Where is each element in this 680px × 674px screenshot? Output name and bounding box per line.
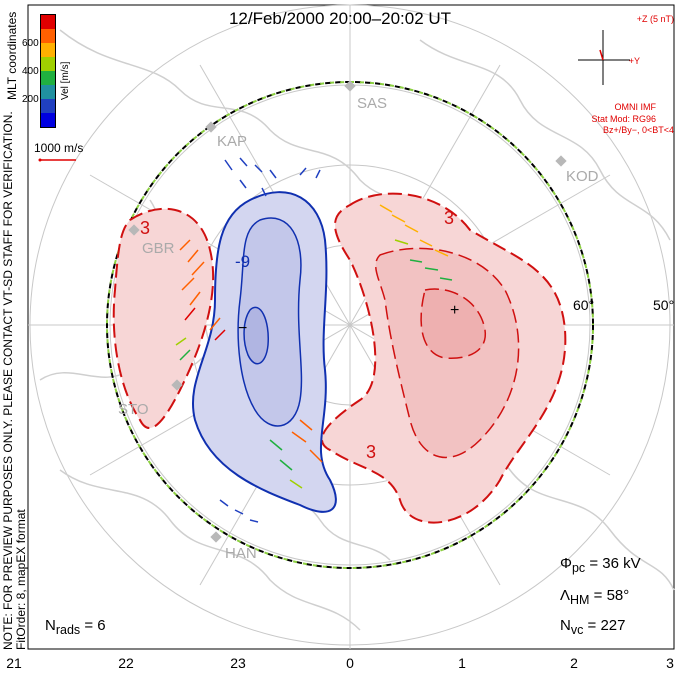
vector-count: Nvc = 227	[560, 617, 625, 637]
latitude-label-50: 50°	[653, 297, 675, 313]
mlt-tick: 2	[570, 655, 578, 671]
mlt-tick: 3	[666, 655, 674, 671]
potential-minimum-marker: −	[238, 320, 248, 337]
nrads-subscript: rads	[55, 623, 81, 637]
station-han: HAN	[225, 545, 257, 562]
colorbar-segment	[41, 43, 55, 57]
negative-potential-cell	[192, 191, 337, 513]
nrads-value: = 6	[84, 617, 106, 634]
contour-label-pos: 3	[444, 208, 455, 228]
contour-label-neg: -9	[235, 252, 251, 271]
contour-label-pos-bottom: 3	[366, 442, 377, 462]
mlt-axis: 21 22 23 0 1 2 3	[0, 655, 680, 673]
station-gbr: GBR	[142, 240, 175, 257]
heppner-maynard-latitude: ΛHM = 58°	[560, 587, 629, 607]
imf-condition: Bz+/By−, 0<BT<4	[602, 125, 674, 135]
velocity-vectors	[175, 157, 453, 523]
mlt-tick: 22	[118, 655, 134, 671]
mlt-tick: 23	[230, 655, 246, 671]
imf-model: Stat Mod: RG96	[591, 114, 656, 124]
imf-source: OMNI IMF	[614, 102, 657, 112]
contour-label-pos-left: 3	[140, 218, 151, 238]
mlt-tick: 1	[458, 655, 466, 671]
imf-scale-label: +Z (5 nT)	[636, 14, 674, 24]
colorbar-segment	[41, 71, 55, 85]
colorbar-tick-200: 200	[22, 94, 39, 105]
vector-scale-label: 1000 m/s	[34, 141, 84, 155]
positive-potential-patch-left	[112, 207, 215, 429]
imf-vector	[599, 49, 604, 61]
coordinates-label: MLT coordinates	[5, 11, 19, 100]
mlt-tick: 0	[346, 655, 354, 671]
velocity-colorbar	[40, 14, 56, 128]
imf-panel: +Z (5 nT) +Y OMNI IMF Stat Mod: RG96 Bz+…	[572, 10, 676, 140]
colorbar-tick-400: 400	[22, 66, 39, 77]
nvc-value: = 227	[587, 617, 626, 634]
potential-maximum-marker: +	[450, 302, 460, 319]
phi-symbol: Φ	[560, 555, 572, 572]
imf-y-label: +Y	[628, 56, 640, 66]
map-title: 12/Feb/2000 20:00–20:02 UT	[228, 9, 452, 28]
station-markers	[128, 80, 567, 543]
phi-subscript: pc	[571, 561, 586, 575]
latitude-label-60: 60°	[573, 297, 595, 313]
nvc-symbol: N	[560, 617, 571, 634]
colorbar-segment	[41, 57, 55, 71]
fit-order-note: FitOrder: 8, mapEX format	[14, 509, 28, 650]
nrads-symbol: N	[45, 617, 56, 634]
colorbar-segment	[41, 99, 55, 113]
cross-polar-potential: Φpc = 36 kV	[560, 555, 641, 575]
colorbar-segment	[41, 15, 55, 29]
colorbar-segment	[41, 29, 55, 43]
mlt-tick: 21	[6, 655, 22, 671]
station-kap: KAP	[217, 133, 248, 150]
radar-count: Nrads = 6	[45, 617, 106, 637]
phi-value: = 36 kV	[589, 555, 641, 572]
nvc-subscript: vc	[570, 623, 584, 637]
lambda-subscript: HM	[570, 593, 590, 607]
station-sas: SAS	[357, 95, 388, 112]
vector-scale-dot	[38, 158, 42, 162]
colorbar-title: Vel [m/s]	[60, 61, 71, 100]
colorbar-segment	[41, 85, 55, 99]
lambda-symbol: Λ	[560, 587, 571, 604]
boundary-green-ticks	[106, 81, 594, 569]
positive-potential-cell	[320, 192, 567, 524]
station-kod: KOD	[566, 168, 599, 185]
colorbar-tick-600: 600	[22, 38, 39, 49]
colorbar-segment	[41, 113, 55, 127]
side-note: NOTE: FOR PREVIEW PURPOSES ONLY. PLEASE …	[1, 111, 28, 650]
lambda-value: = 58°	[593, 587, 630, 604]
station-sto: STO	[118, 401, 149, 418]
